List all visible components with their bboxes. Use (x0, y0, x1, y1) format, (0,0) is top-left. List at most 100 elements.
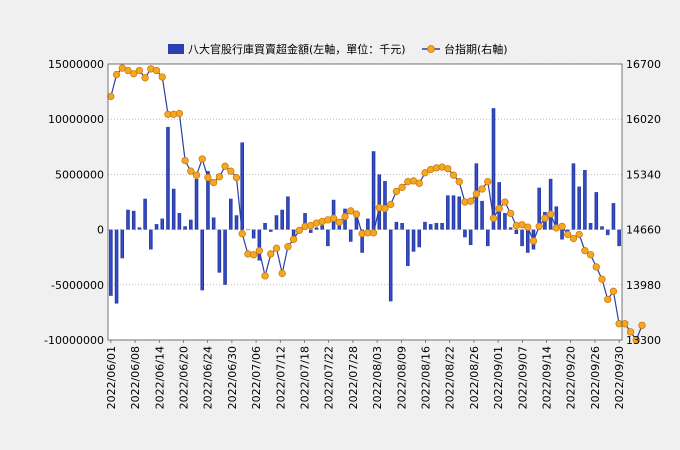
line-point (604, 295, 612, 304)
bar (194, 178, 199, 230)
bar (371, 151, 376, 230)
bar (440, 222, 444, 230)
bar (257, 229, 262, 261)
bar (423, 221, 427, 230)
line-point (284, 242, 292, 251)
line-point (598, 275, 606, 283)
left-axis-tick-label: -5000000 (51, 279, 104, 292)
bar (463, 229, 467, 238)
bar (560, 229, 564, 240)
line-point (261, 272, 269, 280)
left-axis-tick-label: 15000000 (48, 58, 104, 71)
line-point (215, 173, 224, 181)
legend-bar-label: 八大官股行庫買賣超金額(左軸，單位：千元) (188, 42, 406, 56)
line-point (638, 321, 646, 330)
bar (240, 142, 244, 230)
bar (600, 226, 604, 230)
x-axis-tick-label: 2022/06/20 (177, 346, 190, 409)
bar (320, 225, 324, 230)
line-point (609, 287, 618, 295)
right-axis-tick-label: 15340 (626, 168, 661, 181)
line-point (495, 204, 503, 213)
bar (520, 229, 524, 247)
plot-area (108, 64, 622, 340)
line-point (535, 222, 543, 231)
right-axis-tick-label: 16700 (626, 58, 661, 71)
bar (166, 126, 170, 230)
bar (451, 195, 456, 230)
line-point (141, 74, 149, 82)
bar (143, 198, 147, 230)
line-point (175, 109, 184, 118)
bar (525, 229, 530, 253)
bar (554, 206, 559, 230)
x-axis-tick-label: 2022/09/14 (541, 346, 554, 409)
bar (480, 200, 484, 230)
x-axis-tick-label: 2022/08/09 (395, 346, 408, 409)
x-axis-tick-label: 2022/06/01 (105, 346, 118, 409)
line-point (255, 247, 263, 255)
bar (588, 222, 593, 230)
bar (514, 229, 519, 235)
line-point (581, 247, 589, 255)
bar (394, 221, 399, 230)
x-axis-tick-label: 2022/08/26 (468, 346, 481, 409)
right-axis-tick-label: 13980 (626, 279, 661, 292)
line-point (449, 171, 458, 179)
bar (366, 218, 370, 230)
line-point (152, 66, 161, 75)
line-point (472, 190, 481, 198)
bar (131, 210, 136, 230)
line-point (238, 230, 246, 238)
bar (611, 203, 616, 230)
bar (577, 186, 581, 230)
line-point (204, 173, 212, 182)
left-axis-tick-label: 5000000 (55, 168, 104, 181)
legend-line-marker (427, 45, 435, 53)
bar (446, 195, 450, 230)
bar (565, 229, 570, 232)
left-axis-tick-label: 0 (97, 224, 104, 237)
line-point (135, 66, 144, 75)
line-point (347, 207, 355, 215)
x-axis-tick-label: 2022/07/28 (347, 346, 360, 409)
bar (217, 229, 222, 273)
bar (246, 229, 250, 231)
legend-line-label: 台指期(右軸) (444, 42, 508, 56)
line-point (181, 156, 189, 165)
line-point (506, 209, 515, 218)
bar (308, 229, 313, 233)
bar (457, 196, 462, 230)
bar (154, 224, 159, 230)
line-point (541, 214, 549, 222)
bar (548, 178, 553, 230)
line-point (524, 223, 532, 231)
bar (286, 196, 290, 230)
bar (200, 229, 205, 291)
bar (434, 222, 439, 230)
bar (263, 222, 267, 230)
bar (428, 224, 433, 230)
line-point (112, 70, 121, 79)
line-point (421, 169, 429, 177)
bar (211, 217, 216, 230)
bar (251, 229, 256, 239)
bar (486, 229, 490, 247)
bar (508, 227, 513, 230)
legend-bar-swatch (168, 44, 184, 54)
line-point (187, 167, 195, 175)
line-point (221, 162, 229, 170)
line-point (272, 244, 281, 252)
line-point (392, 187, 401, 196)
line-point (369, 229, 378, 237)
line-point (592, 263, 600, 271)
bar (354, 216, 359, 230)
x-axis-tick-label: 2022/08/22 (444, 346, 457, 409)
x-axis-tick-label: 2022/06/08 (129, 346, 142, 409)
line-point (632, 336, 640, 344)
line-point (415, 179, 423, 187)
x-axis-tick-label: 2022/09/26 (589, 346, 602, 409)
bar (406, 229, 410, 267)
left-axis-tick-label: 10000000 (48, 113, 104, 126)
